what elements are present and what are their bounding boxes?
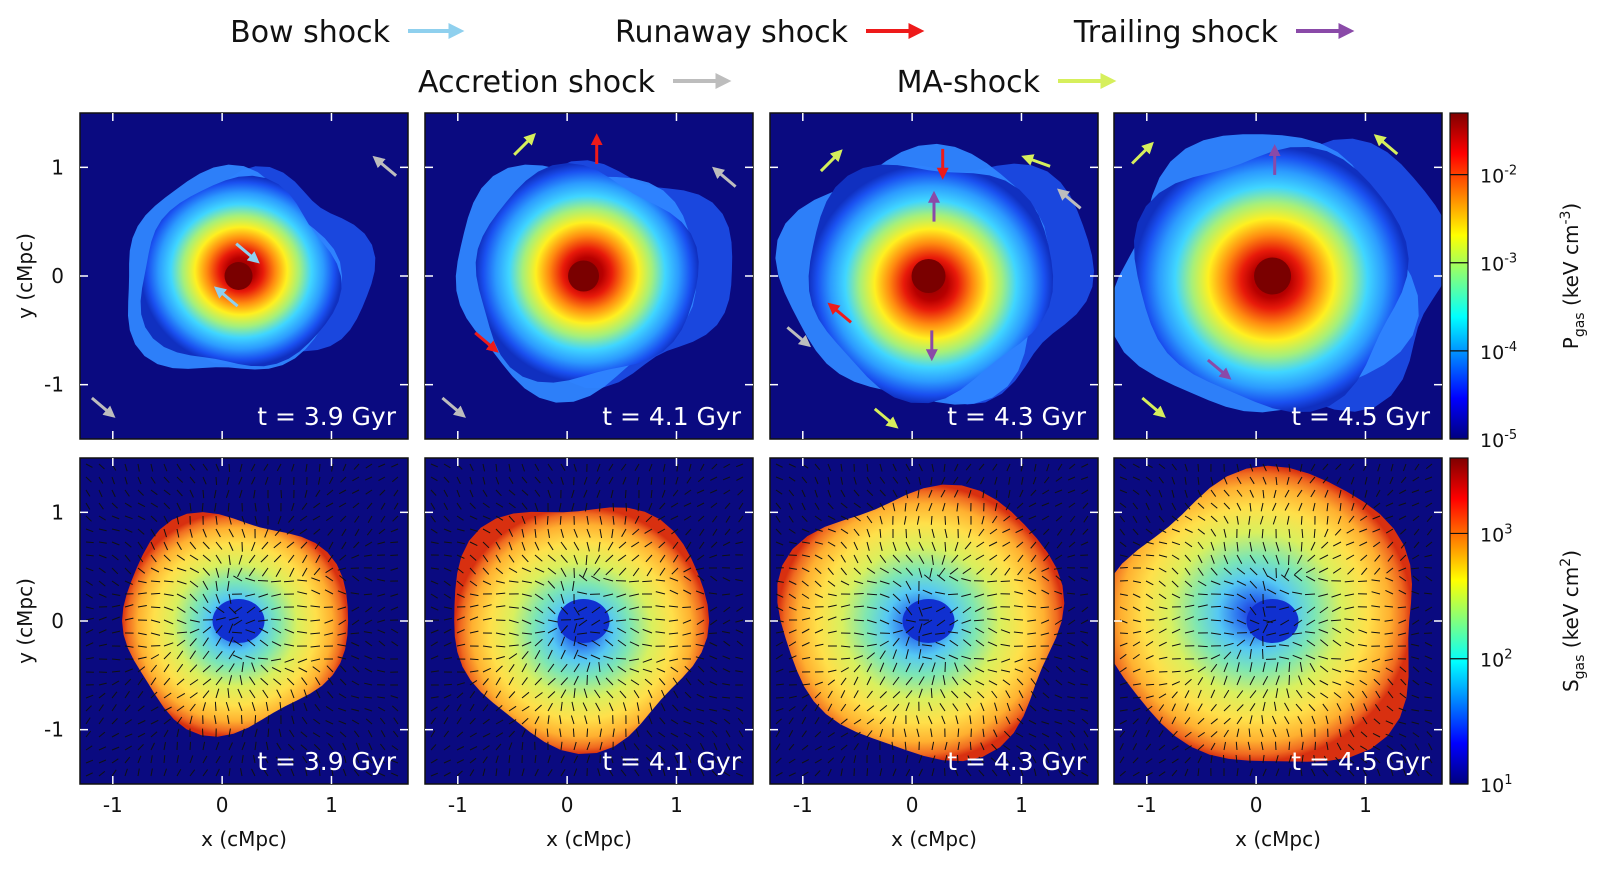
- colorbar-gradient: [1449, 457, 1469, 785]
- time-label: t = 4.3 Gyr: [947, 402, 1087, 431]
- y-tick-label: 0: [51, 609, 64, 633]
- panel-row2-col4: t = 4.5 Gyr: [1113, 457, 1443, 785]
- time-label: t = 3.9 Gyr: [257, 747, 397, 776]
- x-tick-label: 0: [216, 793, 229, 817]
- y-axis-label: y (cMpc): [13, 578, 37, 664]
- legend-entry-ma: MA-shock: [897, 65, 1117, 100]
- panel-row1-col3: t = 4.3 Gyr: [769, 112, 1099, 440]
- y-tick-label: -1: [44, 373, 64, 397]
- x-tick-label: 1: [670, 793, 683, 817]
- cluster-core: [212, 599, 265, 643]
- shock-marker-runaway: [827, 302, 852, 324]
- panel-row1-col2: t = 4.1 Gyr: [424, 112, 754, 440]
- colorbar-label: Sgas (keV cm2): [1558, 550, 1588, 692]
- colorbar-tick-label: 102: [1480, 648, 1512, 672]
- shock-marker-ma: [819, 149, 843, 173]
- shock-marker-accretion: [372, 155, 398, 177]
- colorbar-row2: 103 102 101 Sgas (keV cm2): [1449, 457, 1588, 797]
- colorbar-tick-label: 101: [1480, 773, 1512, 797]
- shock-marker-trailing: [1206, 358, 1232, 380]
- cluster-core: [568, 260, 600, 292]
- y-tick-label: 1: [51, 500, 64, 524]
- x-tick-label: -1: [1137, 793, 1157, 817]
- velocity-field: [430, 463, 744, 777]
- time-label: t = 4.3 Gyr: [947, 747, 1087, 776]
- shock-marker-bow: [235, 242, 260, 264]
- shock-marker-runaway: [474, 331, 499, 353]
- legend-entry-runaway: Runaway shock: [615, 15, 925, 50]
- x-axis-label: x (cMpc): [201, 827, 287, 851]
- y-axis-label: y (cMpc): [13, 233, 37, 319]
- colorbar-gradient: [1449, 112, 1469, 440]
- legend-entry-trailing: Trailing shock: [1073, 15, 1355, 50]
- x-tick-label: 0: [1250, 793, 1263, 817]
- time-label: t = 4.5 Gyr: [1291, 402, 1431, 431]
- time-label: t = 4.1 Gyr: [602, 747, 742, 776]
- time-label: t = 3.9 Gyr: [257, 402, 397, 431]
- time-label: t = 4.5 Gyr: [1291, 747, 1431, 776]
- shock-marker-accretion: [786, 326, 811, 348]
- shock-marker-ma: [1021, 154, 1051, 168]
- panel-row2-col1: t = 3.9 Gyr: [79, 457, 409, 785]
- shock-marker-accretion: [1057, 188, 1082, 210]
- colorbars: 10-2 10-3 10-4 10-5 Pgas (keV cm-3) 103 102 101…: [1449, 112, 1588, 797]
- cluster-core: [224, 262, 253, 290]
- colorbar-row1: 10-2 10-3 10-4 10-5 Pgas (keV cm-3): [1449, 112, 1588, 452]
- x-axis-label: x (cMpc): [891, 827, 977, 851]
- x-tick-label: 1: [1015, 793, 1028, 817]
- x-axis-label: x (cMpc): [1235, 827, 1321, 851]
- y-tick-label: -1: [44, 718, 64, 742]
- panel-row1-col1: t = 3.9 Gyr: [79, 112, 409, 440]
- shock-marker-accretion: [441, 396, 466, 418]
- y-tick-label: 0: [51, 264, 64, 288]
- legend-label-runaway: Runaway shock: [615, 15, 849, 50]
- shock-marker-accretion: [90, 396, 116, 418]
- colorbar-tick-label: 103: [1480, 522, 1512, 546]
- x-tick-label: 0: [906, 793, 919, 817]
- x-tick-label: 0: [561, 793, 574, 817]
- colorbar-tick-label: 10-4: [1480, 340, 1517, 364]
- velocity-field: [85, 463, 399, 777]
- panel-row2-col3: t = 4.3 Gyr: [769, 457, 1099, 785]
- cluster-core: [902, 599, 955, 643]
- shock-marker-ma: [513, 133, 536, 156]
- shock-marker-ma: [873, 407, 899, 429]
- velocity-field: [775, 463, 1089, 777]
- legend: Bow shock Runaway shock Trailing shock A…: [230, 15, 1355, 100]
- time-label: t = 4.1 Gyr: [602, 402, 742, 431]
- legend-label-bow: Bow shock: [230, 15, 391, 50]
- cluster-core: [911, 259, 946, 293]
- shock-marker-bow: [213, 286, 239, 308]
- x-tick-label: 1: [325, 793, 338, 817]
- colorbar-label: Pgas (keV cm-3): [1558, 203, 1588, 349]
- cluster-core: [557, 599, 610, 643]
- legend-label-ma: MA-shock: [897, 65, 1041, 100]
- x-tick-label: -1: [103, 793, 123, 817]
- colorbar-tick-label: 10-5: [1480, 428, 1517, 452]
- colorbar-tick-label: 10-3: [1480, 252, 1517, 276]
- panel-grid: t = 3.9 Gyr t = 4.1 Gyr t = 4.3 Gyr t = 4.5…: [79, 112, 1443, 785]
- legend-label-trailing: Trailing shock: [1073, 15, 1279, 50]
- shock-marker-ma: [1141, 396, 1166, 418]
- shock-marker-ma: [1373, 134, 1399, 156]
- x-axis-label: x (cMpc): [546, 827, 632, 851]
- shock-marker-ma: [1131, 141, 1154, 165]
- velocity-field: [1119, 463, 1433, 777]
- axis-labels: -1 0 1 y (cMpc) -1 0 1 y (cMpc) -1 0 1 x (cMpc) -1 0 1…: [13, 155, 1372, 851]
- x-tick-label: 1: [1359, 793, 1372, 817]
- x-tick-label: -1: [448, 793, 468, 817]
- panel-row2-col2: t = 4.1 Gyr: [424, 457, 754, 785]
- legend-entry-accretion: Accretion shock: [418, 65, 732, 100]
- legend-entry-bow: Bow shock: [230, 15, 465, 50]
- colorbar-tick-label: 10-2: [1480, 164, 1517, 188]
- legend-label-accretion: Accretion shock: [418, 65, 656, 100]
- cluster-core: [1254, 257, 1292, 295]
- x-tick-label: -1: [793, 793, 813, 817]
- panel-row1-col4: t = 4.5 Gyr: [1113, 112, 1443, 440]
- shock-marker-accretion: [712, 166, 737, 188]
- y-tick-label: 1: [51, 155, 64, 179]
